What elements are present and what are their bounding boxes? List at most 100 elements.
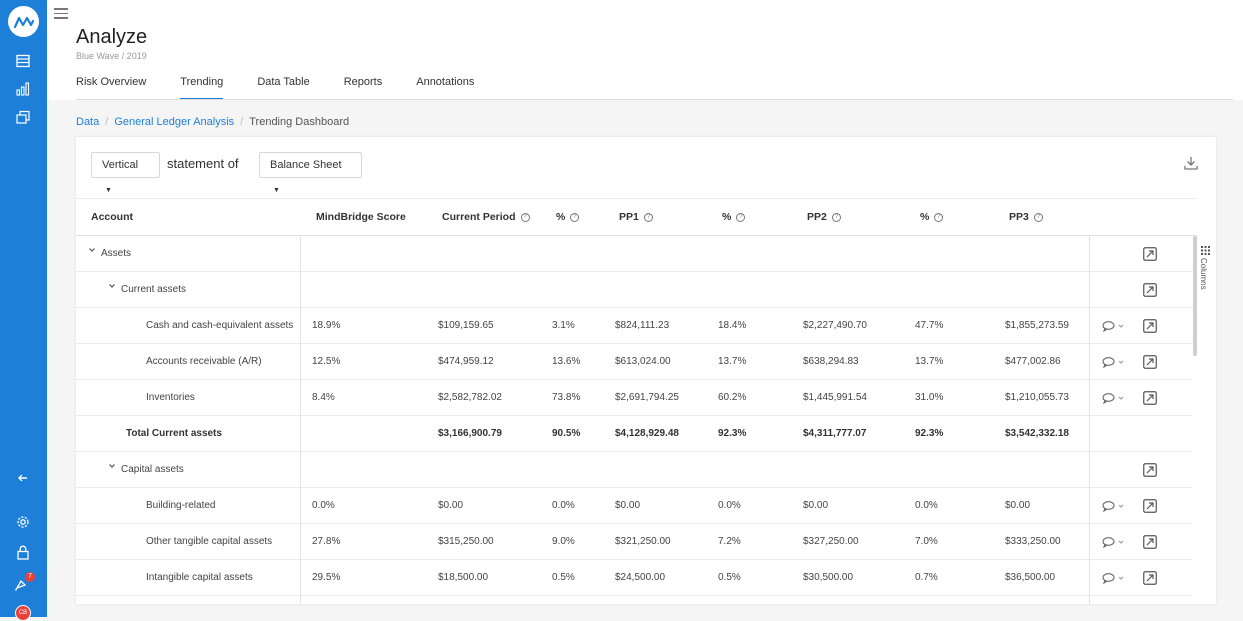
table-row[interactable]: Other tangible capital assets 27.8% $315,2… [76,524,1193,560]
table-row[interactable]: Assets [76,236,1193,272]
header-account[interactable]: Account [91,211,133,223]
header-pp2[interactable]: PP2? [807,211,841,223]
sidebar: 7 CB [0,0,47,621]
tab-reports[interactable]: Reports [343,76,383,88]
table-cell: $2,691,794.25 [615,392,679,403]
comment-icon[interactable] [1102,500,1124,512]
open-details-icon[interactable] [1143,391,1157,405]
table-cell: $24,500.00 [615,572,666,583]
table-row[interactable]: Building-related 0.0% $0.00 0.0% $0.00 0.0% $0… [76,488,1193,524]
open-details-icon[interactable] [1143,355,1157,369]
settings-icon[interactable] [12,511,34,533]
hamburger-menu-icon[interactable] [54,8,68,20]
header-pp3[interactable]: PP3? [1009,211,1043,223]
main-content: Analyze Blue Wave / 2019 Risk Overview T… [47,0,1243,617]
table-row[interactable]: Accounts receivable (A/R) 12.5% $474,959.1… [76,344,1193,380]
table-cell: 0.0% [718,500,741,511]
help-icon[interactable]: ? [831,212,841,222]
columns-toggle[interactable]: Columns [1199,244,1213,304]
open-details-icon[interactable] [1143,247,1157,261]
open-details-icon[interactable] [1143,535,1157,549]
table-cell: $2,227,490.70 [803,320,867,331]
table-cell: 8.4% [312,392,335,403]
table-cell: $321,250.00 [615,536,671,547]
open-details-icon[interactable] [1143,571,1157,585]
tab-bar: Risk Overview Trending Data Table Report… [76,76,508,100]
columns-label: Columns [1199,258,1208,290]
orientation-dropdown[interactable]: Vertical ▼ [91,152,160,194]
header-mindbridge-score[interactable]: MindBridge Score [316,211,406,223]
open-details-icon[interactable] [1143,463,1157,477]
table-cell: 31.0% [915,392,944,403]
breadcrumb-separator: / [240,116,244,128]
table-cell: $30,500.00 [803,572,854,583]
help-icon[interactable]: ? [736,212,746,222]
table-cell: $36,500.00 [1005,572,1056,583]
collapse-arrow-icon[interactable] [12,467,34,489]
chevron-down-icon[interactable] [108,282,116,293]
open-details-icon[interactable] [1143,499,1157,513]
tab-trending[interactable]: Trending [180,76,224,100]
comment-icon[interactable] [1102,356,1124,368]
comment-icon[interactable] [1102,536,1124,548]
tab-risk-overview[interactable]: Risk Overview [76,76,147,88]
statement-dropdown[interactable]: Balance Sheet ▼ [259,152,362,194]
header-pct-3[interactable]: %? [920,211,944,223]
help-icon[interactable]: ? [1033,212,1043,222]
orientation-value: Vertical [102,159,139,171]
help-icon[interactable]: ? [934,212,944,222]
table-cell: 0.0% [552,500,575,511]
grid-icon [1201,246,1210,255]
table-cell: $18,500.00 [438,572,489,583]
breadcrumb-separator: / [105,116,109,128]
table-row[interactable]: Current assets [76,272,1193,308]
breadcrumb-general-ledger[interactable]: General Ledger Analysis [114,116,235,128]
user-avatar[interactable]: CB [15,605,31,621]
lock-icon[interactable] [12,541,34,563]
table-row[interactable]: Cash and cash-equivalent assets 18.9% $109… [76,308,1193,344]
table-row[interactable]: Total Current assets $3,166,900.79 90.5% $4… [76,416,1193,452]
tab-data-table[interactable]: Data Table [257,76,310,88]
header-pct-1[interactable]: %? [556,211,580,223]
comment-icon[interactable] [1102,320,1124,332]
vertical-scrollbar[interactable] [1193,236,1197,356]
chevron-down-icon[interactable] [108,462,116,473]
notification-icon[interactable]: 7 [12,572,35,594]
table-row[interactable]: Intangible capital assets 29.5% $18,500.00… [76,560,1193,596]
header-current-period[interactable]: Current Period? [442,211,530,223]
table-cell: 90.5% [552,428,581,439]
help-icon[interactable]: ? [643,212,653,222]
comment-icon[interactable] [1102,572,1124,584]
table-cell: 73.8% [552,392,581,403]
table-icon[interactable] [12,50,34,72]
bar-chart-icon[interactable] [12,78,34,100]
table-cell: $4,311,777.07 [803,428,867,439]
column-divider [1089,236,1090,604]
caret-down-icon: ▼ [105,187,112,194]
tab-annotations[interactable]: Annotations [416,76,475,88]
help-icon[interactable]: ? [520,212,530,222]
download-icon[interactable] [1183,155,1199,171]
logo-icon[interactable] [8,6,39,37]
table-row[interactable]: Capital assets [76,452,1193,488]
table-row[interactable]: Inventories 8.4% $2,582,782.02 73.8% $2,691,… [76,380,1193,416]
header-pp1[interactable]: PP1? [619,211,653,223]
open-details-icon[interactable] [1143,319,1157,333]
table-cell: 0.0% [312,500,335,511]
table-header: Account MindBridge Score Current Period?… [76,198,1197,236]
account-name: Inventories [146,392,195,403]
report-icon[interactable] [12,106,34,128]
account-name: Accounts receivable (A/R) [146,356,262,367]
header-pct-2[interactable]: %? [722,211,746,223]
table-cell: $1,855,273.59 [1005,320,1069,331]
comment-icon[interactable] [1102,392,1124,404]
table-cell: $109,159.65 [438,320,494,331]
help-icon[interactable]: ? [570,212,580,222]
table-cell: 27.8% [312,536,341,547]
open-details-icon[interactable] [1143,283,1157,297]
page-title: Analyze [76,26,148,48]
table-cell: 13.7% [718,356,747,367]
chevron-down-icon[interactable] [88,246,96,257]
breadcrumb-data[interactable]: Data [76,116,100,128]
table-cell: $333,250.00 [1005,536,1061,547]
